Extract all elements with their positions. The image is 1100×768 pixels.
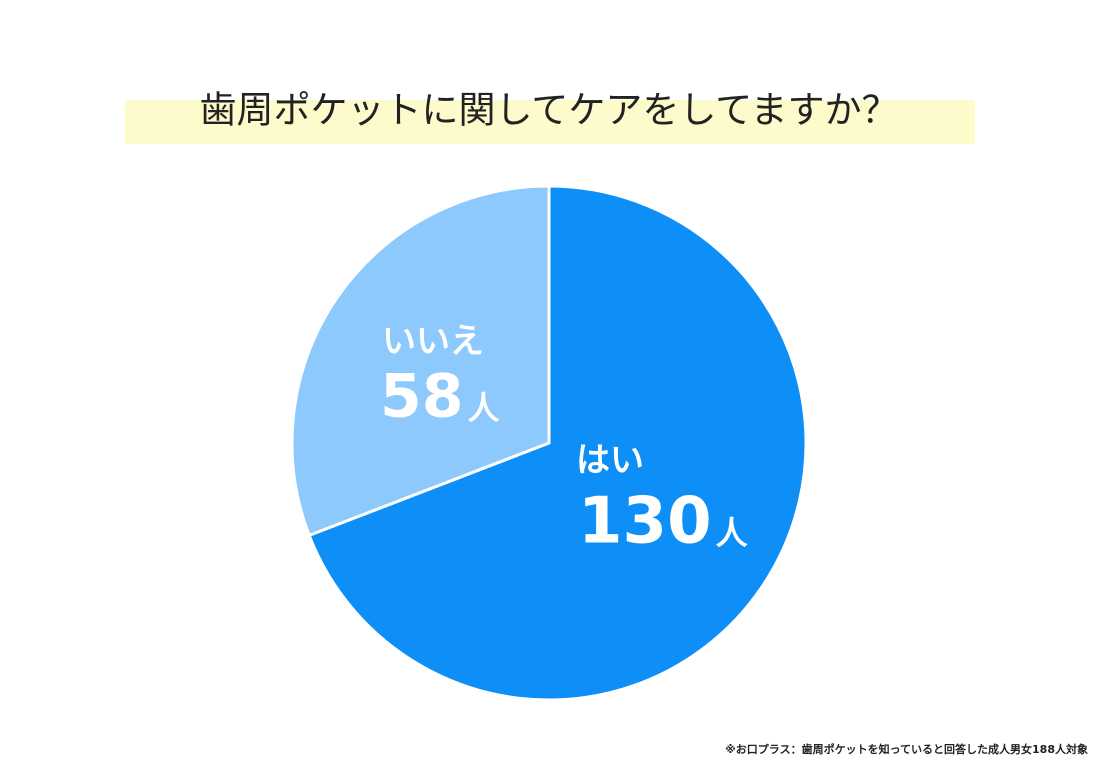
- pie-slice: [307, 184, 808, 702]
- chart-title: 歯周ポケットに関してケアをしてますか？: [200, 89, 899, 132]
- value-unit: 人: [468, 389, 500, 427]
- slice-label: いいえ: [382, 322, 484, 362]
- value-unit: 人: [716, 514, 748, 552]
- footnote: ※お口プラス：歯周ポケットを知っていると回答した成人男女188人対象: [725, 742, 1088, 756]
- pie-slice: [290, 184, 551, 538]
- value-label: 130: [578, 485, 712, 559]
- value-label: 58: [380, 362, 464, 432]
- title-highlight: [125, 100, 975, 144]
- slice-label: はい: [576, 441, 644, 481]
